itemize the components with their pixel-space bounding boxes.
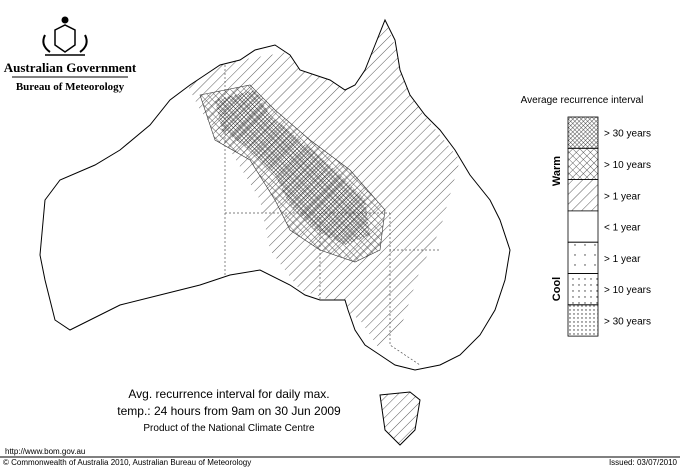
legend-swatch <box>567 179 599 212</box>
warm-30yr-area <box>215 90 370 245</box>
url: http://www.bom.gov.au <box>5 447 85 456</box>
legend-label: < 1 year <box>604 223 641 234</box>
legend-swatch <box>567 241 599 274</box>
government-name: Australian Government <box>4 60 137 75</box>
tasmania <box>379 391 421 446</box>
legend-label: > 10 years <box>604 160 651 171</box>
legend: > 30 years > 10 years > 1 year < 1 year > 1 … <box>567 116 651 337</box>
state-borders <box>224 65 440 366</box>
caption-line: temp.: 24 hours from 9am on 30 Jun 2009 <box>117 404 341 418</box>
legend-label: > 10 years <box>604 285 651 296</box>
legend-swatch <box>567 147 599 181</box>
warm-label: Warm <box>551 156 563 186</box>
legend-label: > 30 years <box>604 316 651 327</box>
legend-swatch <box>567 116 599 149</box>
copyright: © Commonwealth of Australia 2010, Austra… <box>3 458 251 467</box>
legend-label: > 1 year <box>604 254 641 265</box>
legend-label: > 1 year <box>604 191 641 202</box>
cool-label: Cool <box>551 277 563 301</box>
legend-label: > 30 years <box>604 129 651 140</box>
crest <box>42 16 88 56</box>
caption-line: Product of the National Climate Centre <box>143 423 315 434</box>
issued-date: Issued: 03/07/2010 <box>609 458 678 467</box>
caption-line: Avg. recurrence interval for daily max. <box>128 387 329 401</box>
legend-swatch <box>567 210 599 243</box>
legend-swatch <box>567 304 599 337</box>
australia-map <box>39 19 511 446</box>
legend-title: Average recurrence interval <box>521 95 644 106</box>
legend-swatch <box>567 273 599 306</box>
bureau-name: Bureau of Meteorology <box>16 81 125 93</box>
